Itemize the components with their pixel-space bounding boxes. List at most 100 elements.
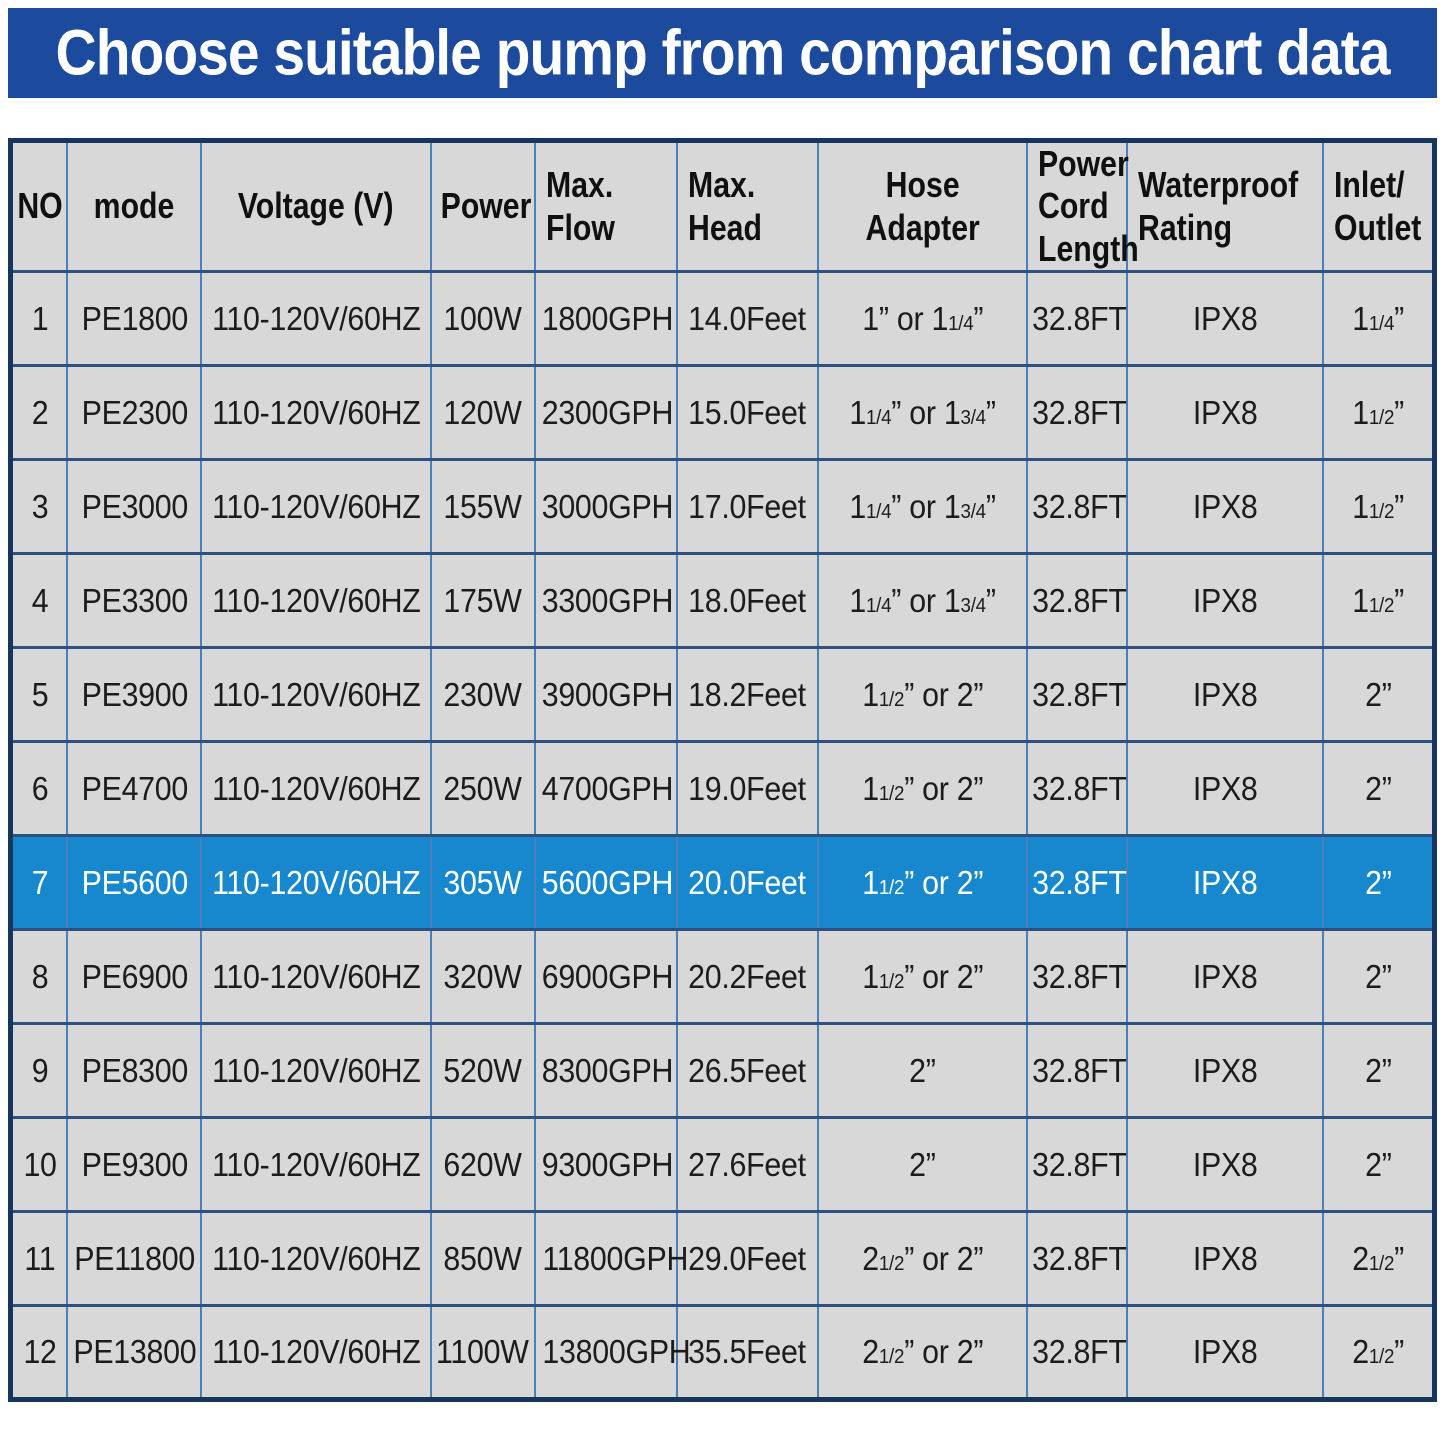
- table-header: NO mode Voltage (V) Power Max. Flow Max. Head…: [9, 138, 1436, 274]
- cell-voltage: 110-120V/60HZ: [200, 834, 432, 932]
- cell-inlet-outlet: 2”: [1322, 646, 1436, 744]
- cell-inlet-outlet: 2”: [1322, 928, 1436, 1026]
- cell-max-flow: 9300GPH: [533, 1116, 678, 1214]
- cell-power-cord-length: 32.8FT: [1026, 458, 1128, 556]
- cell-waterproof-rating: IPX8: [1125, 364, 1325, 462]
- cell-power: 320W: [429, 928, 536, 1026]
- cell-voltage: 110-120V/60HZ: [200, 1304, 432, 1402]
- page-title: Choose suitable pump from comparison cha…: [55, 17, 1391, 89]
- cell-max-head: 17.0Feet: [675, 458, 819, 556]
- cell-max-head: 20.2Feet: [675, 928, 819, 1026]
- table-row: 6 PE4700 110-120V/60HZ 250W 4700GPH 19.0Feet 1…: [9, 740, 1436, 838]
- col-header-power: Power: [429, 138, 536, 274]
- cell-no: 2: [9, 364, 69, 462]
- cell-power: 520W: [429, 1022, 536, 1120]
- cell-mode: PE3000: [66, 458, 203, 556]
- table-row: 7 PE5600 110-120V/60HZ 305W 5600GPH 20.0Feet 1…: [9, 834, 1436, 932]
- fraction: 3/4: [960, 593, 987, 617]
- cell-inlet-outlet: 2”: [1322, 740, 1436, 838]
- fraction: 1/2: [1368, 593, 1395, 617]
- cell-inlet-outlet: 11/2”: [1322, 364, 1436, 462]
- cell-voltage: 110-120V/60HZ: [200, 740, 432, 838]
- cell-max-flow: 4700GPH: [533, 740, 678, 838]
- cell-mode: PE3900: [66, 646, 203, 744]
- cell-power-cord-length: 32.8FT: [1026, 552, 1128, 650]
- cell-waterproof-rating: IPX8: [1125, 1022, 1325, 1120]
- col-header-no: NO: [9, 138, 69, 274]
- cell-power: 175W: [429, 552, 536, 650]
- cell-max-flow: 2300GPH: [533, 364, 678, 462]
- cell-no: 9: [9, 1022, 69, 1120]
- table-row: 1 PE1800 110-120V/60HZ 100W 1800GPH 14.0Feet 1…: [9, 270, 1436, 368]
- fraction: 3/4: [960, 499, 987, 523]
- cell-max-flow: 13800GPH: [533, 1304, 690, 1402]
- cell-power-cord-length: 32.8FT: [1026, 1116, 1128, 1214]
- cell-no: 7: [9, 834, 69, 932]
- cell-voltage: 110-120V/60HZ: [200, 1210, 432, 1308]
- cell-power: 250W: [429, 740, 536, 838]
- fraction: 3/4: [960, 405, 987, 429]
- cell-hose-adapter: 21/2” or 2”: [816, 1304, 1029, 1402]
- cell-power-cord-length: 32.8FT: [1026, 928, 1128, 1026]
- cell-inlet-outlet: 21/2”: [1322, 1210, 1436, 1308]
- cell-power: 620W: [429, 1116, 536, 1214]
- fraction: 1/2: [1368, 405, 1395, 429]
- cell-waterproof-rating: IPX8: [1125, 270, 1325, 368]
- cell-max-flow: 6900GPH: [533, 928, 678, 1026]
- col-header-inlet-outlet: Inlet/ Outlet: [1322, 138, 1436, 274]
- cell-max-head: 20.0Feet: [675, 834, 819, 932]
- cell-inlet-outlet: 2”: [1322, 1022, 1436, 1120]
- cell-hose-adapter: 2”: [816, 1022, 1029, 1120]
- cell-mode: PE3300: [66, 552, 203, 650]
- cell-waterproof-rating: IPX8: [1125, 928, 1325, 1026]
- cell-mode: PE1800: [66, 270, 203, 368]
- cell-voltage: 110-120V/60HZ: [200, 552, 432, 650]
- cell-mode: PE11800: [66, 1210, 203, 1308]
- cell-waterproof-rating: IPX8: [1125, 1116, 1325, 1214]
- cell-max-head: 18.2Feet: [675, 646, 819, 744]
- page: { "title": "Choose suitable pump from co…: [0, 8, 1445, 1447]
- cell-voltage: 110-120V/60HZ: [200, 270, 432, 368]
- cell-power: 155W: [429, 458, 536, 556]
- col-header-max-head: Max. Head: [675, 138, 819, 274]
- cell-mode: PE9300: [66, 1116, 203, 1214]
- table-row: 5 PE3900 110-120V/60HZ 230W 3900GPH 18.2Feet 1…: [9, 646, 1436, 744]
- fraction: 1/4: [865, 593, 892, 617]
- cell-max-flow: 3900GPH: [533, 646, 678, 744]
- cell-max-head: 14.0Feet: [675, 270, 819, 368]
- cell-power-cord-length: 32.8FT: [1026, 1304, 1128, 1402]
- fraction: 1/4: [865, 499, 892, 523]
- cell-max-flow: 5600GPH: [533, 834, 678, 932]
- cell-waterproof-rating: IPX8: [1125, 1304, 1325, 1402]
- fraction: 1/2: [878, 781, 905, 805]
- cell-mode: PE13800: [66, 1304, 203, 1402]
- cell-hose-adapter: 11/4” or 13/4”: [816, 552, 1029, 650]
- table-row: 2 PE2300 110-120V/60HZ 120W 2300GPH 15.0Feet 1…: [9, 364, 1436, 462]
- table-body: 1 PE1800 110-120V/60HZ 100W 1800GPH 14.0Feet 1…: [9, 270, 1436, 1402]
- cell-power-cord-length: 32.8FT: [1026, 646, 1128, 744]
- cell-power-cord-length: 32.8FT: [1026, 1210, 1128, 1308]
- cell-voltage: 110-120V/60HZ: [200, 646, 432, 744]
- cell-power: 120W: [429, 364, 536, 462]
- cell-waterproof-rating: IPX8: [1125, 646, 1325, 744]
- cell-voltage: 110-120V/60HZ: [200, 364, 432, 462]
- pump-comparison-table: NO mode Voltage (V) Power Max. Flow Max. Head…: [8, 138, 1437, 1403]
- cell-no: 8: [9, 928, 69, 1026]
- cell-hose-adapter: 2”: [816, 1116, 1029, 1214]
- cell-power: 1100W: [429, 1304, 536, 1402]
- col-header-mode: mode: [66, 138, 203, 274]
- cell-mode: PE4700: [66, 740, 203, 838]
- table-row: 4 PE3300 110-120V/60HZ 175W 3300GPH 18.0Feet 1…: [9, 552, 1436, 650]
- cell-power-cord-length: 32.8FT: [1026, 270, 1128, 368]
- cell-no: 11: [9, 1210, 69, 1308]
- cell-voltage: 110-120V/60HZ: [200, 928, 432, 1026]
- cell-hose-adapter: 11/2” or 2”: [816, 740, 1029, 838]
- col-header-voltage: Voltage (V): [200, 138, 432, 274]
- cell-max-head: 35.5Feet: [675, 1304, 819, 1402]
- fraction: 1/4: [947, 311, 974, 335]
- cell-power-cord-length: 32.8FT: [1026, 834, 1128, 932]
- cell-voltage: 110-120V/60HZ: [200, 1022, 432, 1120]
- cell-power: 230W: [429, 646, 536, 744]
- cell-no: 3: [9, 458, 69, 556]
- cell-voltage: 110-120V/60HZ: [200, 1116, 432, 1214]
